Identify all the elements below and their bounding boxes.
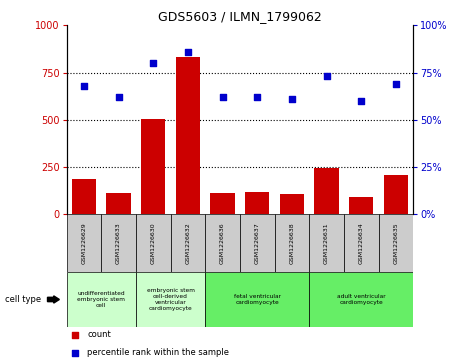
Text: cell type: cell type bbox=[5, 295, 41, 304]
Text: GSM1226634: GSM1226634 bbox=[359, 222, 364, 264]
Bar bbox=[379, 214, 413, 272]
Point bbox=[323, 73, 331, 79]
Bar bbox=[171, 214, 205, 272]
Bar bbox=[66, 272, 136, 327]
Bar bbox=[66, 214, 101, 272]
Title: GDS5603 / ILMN_1799062: GDS5603 / ILMN_1799062 bbox=[158, 10, 322, 23]
Point bbox=[149, 60, 157, 66]
Text: undifferentiated
embryonic stem
cell: undifferentiated embryonic stem cell bbox=[77, 291, 125, 308]
Bar bbox=[349, 197, 373, 214]
Bar bbox=[309, 214, 344, 272]
Text: percentile rank within the sample: percentile rank within the sample bbox=[87, 348, 229, 357]
Text: adult ventricular
cardiomyocyte: adult ventricular cardiomyocyte bbox=[337, 294, 386, 305]
Bar bbox=[176, 57, 200, 214]
Text: fetal ventricular
cardiomyocyte: fetal ventricular cardiomyocyte bbox=[234, 294, 281, 305]
Text: GSM1226633: GSM1226633 bbox=[116, 222, 121, 264]
Bar bbox=[210, 193, 235, 214]
Bar bbox=[384, 175, 408, 214]
Bar bbox=[240, 214, 275, 272]
Bar bbox=[275, 214, 309, 272]
Text: count: count bbox=[87, 330, 111, 339]
Point bbox=[218, 94, 227, 100]
Point bbox=[115, 94, 123, 100]
Bar bbox=[106, 193, 131, 214]
Text: GSM1226630: GSM1226630 bbox=[151, 223, 156, 264]
Point bbox=[358, 98, 365, 104]
Point bbox=[80, 83, 88, 89]
Text: GSM1226637: GSM1226637 bbox=[255, 222, 260, 264]
Text: GSM1226631: GSM1226631 bbox=[324, 223, 329, 264]
Bar bbox=[280, 194, 304, 214]
Bar bbox=[245, 192, 269, 214]
Point bbox=[71, 350, 79, 356]
Text: GSM1226638: GSM1226638 bbox=[289, 223, 294, 264]
Point bbox=[392, 81, 400, 87]
Bar bbox=[136, 272, 205, 327]
Text: GSM1226636: GSM1226636 bbox=[220, 223, 225, 264]
Point bbox=[254, 94, 261, 100]
Text: GSM1226632: GSM1226632 bbox=[185, 222, 190, 264]
Bar bbox=[309, 272, 413, 327]
Bar bbox=[205, 272, 309, 327]
Bar bbox=[72, 179, 96, 214]
Text: GSM1226629: GSM1226629 bbox=[81, 222, 86, 264]
Text: GSM1226635: GSM1226635 bbox=[393, 223, 399, 264]
Point bbox=[184, 49, 192, 55]
Point bbox=[71, 332, 79, 338]
Bar bbox=[205, 214, 240, 272]
Bar bbox=[101, 214, 136, 272]
Text: embryonic stem
cell-derived
ventricular
cardiomyocyte: embryonic stem cell-derived ventricular … bbox=[146, 288, 195, 311]
Bar bbox=[344, 214, 379, 272]
Bar bbox=[314, 168, 339, 214]
Bar bbox=[136, 214, 171, 272]
Bar bbox=[141, 119, 165, 214]
Point bbox=[288, 96, 295, 102]
